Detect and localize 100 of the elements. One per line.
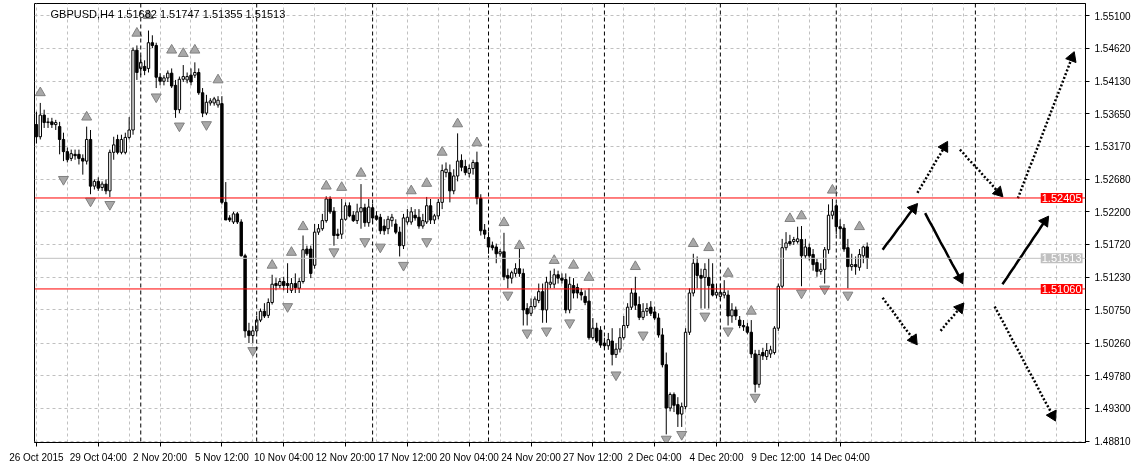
- candlestick: [38, 102, 42, 140]
- candlestick: [46, 117, 50, 129]
- point: [784, 212, 796, 222]
- y-tick-label: 1.48810: [1094, 436, 1132, 448]
- point: [699, 312, 711, 323]
- candlestick: [162, 74, 166, 86]
- y-tick-label: 1.52200: [1094, 206, 1132, 218]
- point: [629, 260, 641, 271]
- candlestick: [556, 270, 560, 285]
- y-tick-label: 1.51720: [1094, 239, 1132, 251]
- point: [703, 241, 715, 252]
- x-tick-label: 17 Nov 12:00: [377, 451, 438, 463]
- candlestick: [707, 258, 711, 310]
- candlestick: [123, 132, 127, 155]
- point: [336, 181, 348, 191]
- candlestick: [645, 302, 649, 317]
- point: [297, 220, 309, 231]
- point: [513, 239, 525, 250]
- candlestick: [425, 196, 429, 225]
- x-tick-label: 2 Dec 04:00: [627, 451, 683, 463]
- point: [320, 179, 332, 190]
- y-tick-label: 1.53170: [1094, 141, 1132, 153]
- y-tick-label: 1.50260: [1094, 338, 1132, 350]
- point: [374, 243, 386, 254]
- x-tick-label: 4 Dec 20:00: [689, 451, 744, 463]
- point: [722, 267, 734, 277]
- point: [285, 246, 297, 256]
- point: [81, 110, 93, 121]
- point: [687, 237, 699, 248]
- point: [166, 43, 178, 54]
- point: [722, 327, 734, 338]
- point: [548, 254, 560, 264]
- point: [405, 184, 417, 195]
- point: [853, 220, 865, 231]
- point: [796, 289, 807, 300]
- ref-line-label: 1.51060: [1041, 282, 1082, 295]
- x-tick-label: 2 Nov 20:00: [133, 451, 188, 463]
- candlestick: [50, 117, 54, 129]
- candlestick: [676, 396, 680, 428]
- y-tick-label: 1.54130: [1094, 76, 1132, 88]
- point: [564, 319, 576, 330]
- point: [355, 167, 367, 177]
- y-tick-label: 1.51230: [1094, 272, 1132, 284]
- candlestick: [552, 268, 556, 289]
- candlestick: [278, 277, 282, 289]
- point: [247, 347, 259, 357]
- point: [745, 305, 757, 315]
- point: [266, 259, 278, 269]
- x-tick-label: 29 Oct 04:00: [69, 451, 128, 463]
- point: [796, 209, 807, 220]
- point: [540, 327, 552, 338]
- y-tick-label: 1.54620: [1094, 43, 1132, 55]
- candlestick: [115, 134, 120, 155]
- x-tick-label: 26 Oct 2015: [9, 451, 65, 463]
- candlestick: [788, 234, 792, 247]
- candlestick: [595, 322, 599, 344]
- point: [359, 238, 371, 248]
- point: [610, 371, 622, 382]
- candlestick: [641, 302, 645, 321]
- candlestick: [610, 327, 614, 366]
- x-tick-label: 24 Nov 20:00: [501, 451, 562, 463]
- candlestick: [448, 163, 452, 203]
- candlestick: [359, 183, 363, 230]
- point: [637, 331, 649, 342]
- candlestick: [865, 241, 869, 270]
- y-tick-label: 1.49780: [1094, 370, 1132, 382]
- x-tick-label: 10 Nov 04:00: [253, 451, 314, 463]
- point: [452, 117, 464, 128]
- x-tick-label: 27 Nov 12:00: [563, 451, 624, 463]
- point: [421, 238, 433, 248]
- point: [34, 86, 46, 97]
- candlestick: [494, 243, 498, 264]
- x-tick-label: 9 Dec 12:00: [751, 451, 806, 463]
- y-tick-label: 1.53650: [1094, 108, 1132, 120]
- point: [521, 329, 533, 340]
- point: [471, 136, 483, 147]
- point: [177, 47, 189, 57]
- point: [502, 291, 514, 302]
- candlestick: [119, 134, 124, 155]
- y-tick-label: 1.49300: [1094, 403, 1132, 414]
- chart-title: GBPUSD,H4 1.51682 1.51747 1.51355 1.51513: [50, 7, 286, 20]
- point: [749, 393, 761, 404]
- x-tick-label: 12 Nov 20:00: [315, 451, 376, 463]
- candlestick: [100, 180, 104, 192]
- candlestick: [185, 72, 189, 84]
- point: [842, 291, 854, 302]
- y-tick-label: 1.55100: [1094, 10, 1132, 22]
- x-tick-label: 14 Dec 04:00: [810, 451, 871, 463]
- ref-line-label: 1.52405: [1041, 191, 1082, 204]
- y-tick-label: 1.50750: [1094, 304, 1132, 316]
- point: [282, 303, 294, 313]
- point: [498, 216, 510, 227]
- point: [568, 259, 580, 269]
- point: [826, 183, 838, 194]
- point: [131, 26, 143, 37]
- candlestick: [703, 262, 707, 310]
- point: [436, 146, 448, 156]
- y-tick-label: 1.52680: [1094, 174, 1132, 186]
- point: [57, 175, 69, 186]
- point: [189, 43, 201, 54]
